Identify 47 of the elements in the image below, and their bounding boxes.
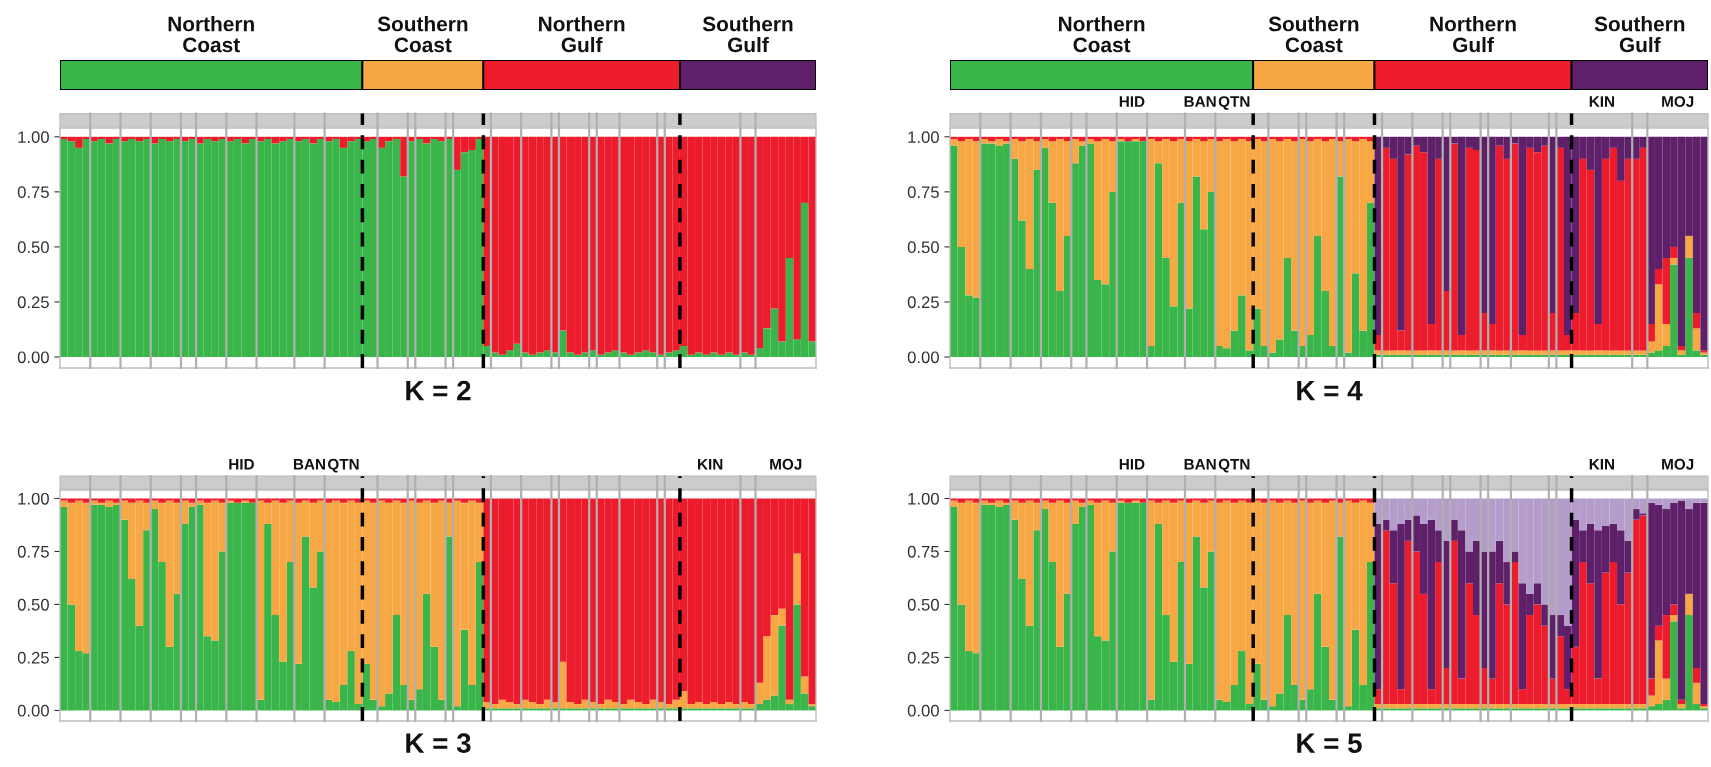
- y-tick-label: 0.00: [907, 351, 939, 364]
- text: QTN: [328, 458, 359, 473]
- y-tick-label: 1.00: [908, 492, 939, 505]
- text: KIN: [698, 458, 723, 470]
- text: BAN: [1184, 458, 1216, 470]
- y-tick-label: 0.00: [17, 704, 49, 717]
- y-tick-label: 1.00: [18, 131, 49, 144]
- y-tick-label: 0.50: [907, 598, 939, 611]
- y-tick-label: 0.50: [17, 598, 49, 611]
- y-tick-label: 0.75: [907, 545, 939, 558]
- y-tick-label: 0.00: [907, 704, 939, 717]
- y-tick-label: 0.25: [17, 296, 49, 309]
- text: MOJ: [1662, 458, 1694, 470]
- series-label: Northern Coast: [1059, 16, 1145, 53]
- series-label: Southern Gulf: [1594, 16, 1685, 53]
- series-label: Northern Gulf: [1430, 16, 1516, 53]
- y-tick-label: 0.00: [17, 351, 49, 364]
- series-label: Southern Gulf: [702, 16, 793, 53]
- y-tick-label: 0.50: [907, 241, 939, 254]
- text: HID: [229, 458, 254, 470]
- y-tick-label: 0.75: [17, 545, 49, 558]
- series-label: Northern Gulf: [539, 16, 625, 53]
- text: QTN: [1218, 458, 1250, 473]
- y-tick-label: 0.75: [907, 186, 939, 199]
- text: MOJ: [770, 458, 802, 470]
- y-tick-label: 1.00: [908, 131, 939, 144]
- y-tick-label: 0.75: [17, 186, 49, 199]
- text: HID: [1119, 96, 1145, 107]
- y-tick-label: 0.25: [17, 651, 49, 664]
- text: BAN: [1184, 96, 1216, 107]
- text: K = 3: [406, 733, 471, 753]
- text: HID: [1119, 458, 1145, 470]
- y-tick-label: 0.25: [907, 651, 939, 664]
- y-tick-label: 0.25: [907, 296, 939, 309]
- text: BAN: [293, 458, 325, 470]
- text: QTN: [1218, 96, 1250, 110]
- y-tick-label: 1.00: [18, 492, 49, 505]
- text: K = 5: [1297, 733, 1362, 753]
- text: KIN: [1589, 96, 1615, 107]
- text: KIN: [1589, 458, 1615, 470]
- y-tick-label: 0.50: [17, 241, 49, 254]
- series-label: Southern Coast: [377, 16, 468, 53]
- text: MOJ: [1662, 96, 1694, 107]
- text: K = 2: [406, 380, 471, 401]
- text: K = 4: [1297, 381, 1363, 401]
- series-label: Southern Coast: [1268, 16, 1359, 53]
- series-label: Northern Coast: [168, 16, 254, 53]
